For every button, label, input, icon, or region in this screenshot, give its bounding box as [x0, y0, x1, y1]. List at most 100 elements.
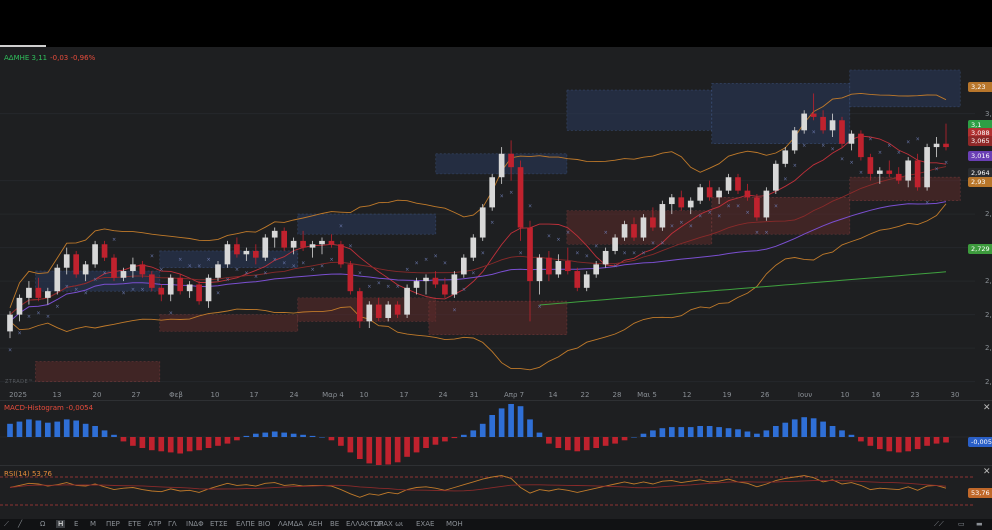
- close-macd-panel-icon[interactable]: ✕: [983, 403, 991, 413]
- toolbar-item[interactable]: ΙΝΔΦ: [186, 520, 204, 528]
- macd-bar: [205, 437, 212, 448]
- macd-bar: [839, 430, 845, 437]
- candle-body: [243, 250, 250, 255]
- sar-marker: ×: [131, 287, 135, 293]
- toolbar-item[interactable]: M: [90, 520, 97, 528]
- sar-marker: ×: [74, 287, 78, 293]
- macd-bar: [63, 419, 70, 437]
- sar-marker: ×: [509, 190, 513, 196]
- candle-body: [158, 287, 165, 295]
- panel-separator-macd[interactable]: [0, 400, 992, 401]
- toolbar-item[interactable]: ΒΙΟ: [258, 520, 271, 528]
- sar-marker: ×: [717, 213, 721, 219]
- candle-body: [300, 240, 306, 248]
- candle-body: [536, 257, 543, 282]
- candle-body: [546, 257, 552, 275]
- toolbar-item[interactable]: ΑΤΡ: [148, 520, 162, 528]
- sar-marker: ×: [348, 244, 352, 250]
- sar-marker: ×: [358, 270, 362, 276]
- sar-marker: ×: [604, 230, 608, 236]
- macd-bar: [848, 434, 855, 437]
- sar-marker: ×: [263, 270, 267, 276]
- macd-bar: [366, 437, 373, 464]
- sar-marker: ×: [831, 146, 835, 152]
- sar-marker: ×: [103, 270, 107, 276]
- macd-bar: [262, 432, 269, 437]
- candle-body: [697, 187, 704, 201]
- price-level-badge: 3,065: [968, 136, 992, 146]
- x-axis-label: 10: [359, 391, 369, 399]
- candle-body: [54, 267, 61, 292]
- macd-bar: [631, 437, 637, 438]
- toolbar-item[interactable]: ΛΑΜΔΑ: [278, 520, 304, 528]
- sar-marker: ×: [27, 314, 31, 320]
- macd-bar: [385, 437, 392, 465]
- sar-marker: ×: [65, 284, 69, 290]
- candle-body: [668, 197, 675, 205]
- zone-box: [566, 210, 713, 245]
- toolbar-item[interactable]: ΕΤΣΕ: [210, 520, 228, 528]
- panel-separator-rsi[interactable]: [0, 465, 992, 466]
- sar-marker: ×: [36, 311, 40, 317]
- zone-box: [35, 361, 161, 382]
- candle-body: [716, 190, 722, 198]
- macd-bar: [716, 427, 722, 437]
- candle-body: [186, 284, 193, 292]
- toolbar-item[interactable]: H: [56, 520, 66, 528]
- zone-box: [297, 213, 437, 235]
- candle-body: [924, 147, 930, 188]
- candle-body: [612, 237, 618, 251]
- top-blank-area: [0, 0, 992, 46]
- macd-bar: [564, 437, 571, 451]
- toolbar-item[interactable]: ΓΛ: [168, 520, 177, 528]
- toolbar-item[interactable]: ΠΕΡ: [106, 520, 120, 528]
- candle-body: [328, 240, 335, 245]
- drawing-tool-icon[interactable]: ⟋: [4, 520, 9, 528]
- candle-body: [442, 284, 448, 295]
- chart-type-icon[interactable]: ⟋⟋: [934, 520, 944, 528]
- toolbar-item[interactable]: ΠΑΧ ωι: [378, 520, 404, 528]
- macd-bar: [26, 419, 32, 437]
- sar-marker: ×: [339, 224, 343, 230]
- settings-icon[interactable]: ▬: [976, 520, 983, 528]
- toolbar-item[interactable]: ΜΟΗ: [446, 520, 463, 528]
- candle-body: [895, 173, 902, 181]
- line-tool-icon[interactable]: ╱: [18, 520, 23, 528]
- symbol-change: -0,03 -0,96%: [50, 54, 96, 62]
- candle-body: [101, 244, 108, 258]
- close-rsi-panel-icon[interactable]: ✕: [983, 467, 991, 477]
- sar-marker: ×: [273, 257, 277, 263]
- sar-marker: ×: [46, 314, 50, 320]
- toolbar-item[interactable]: ΕΛΛΑΚΤΩΡ: [346, 520, 384, 528]
- toolbar-item[interactable]: ΕΤΕ: [128, 520, 142, 528]
- toolbar-item[interactable]: ΕΛΠΕ: [236, 520, 255, 528]
- macd-bar: [404, 437, 410, 457]
- macd-bar: [924, 437, 930, 446]
- x-axis-label: 27: [131, 391, 141, 399]
- macd-bar: [338, 437, 344, 446]
- toolbar-item[interactable]: E: [74, 520, 79, 528]
- toolbar-item[interactable]: Ω: [40, 520, 46, 528]
- toolbar-item[interactable]: ΒΕ: [330, 520, 340, 528]
- macd-bar: [706, 426, 713, 437]
- macd-bar: [574, 437, 581, 452]
- macd-bar: [876, 437, 883, 450]
- candle-body: [706, 187, 713, 198]
- sar-marker: ×: [216, 291, 220, 297]
- candle-body: [167, 277, 174, 295]
- macd-bar: [905, 437, 912, 452]
- maximize-icon[interactable]: ▭: [958, 520, 965, 528]
- sar-marker: ×: [944, 160, 948, 166]
- toolbar-item[interactable]: ΑΕΗ: [308, 520, 323, 528]
- candle-body: [16, 297, 23, 315]
- macd-bar: [583, 437, 590, 451]
- candle-body: [130, 264, 136, 272]
- x-axis-label: 16: [871, 391, 881, 399]
- toolbar-item[interactable]: ΕΧΑΕ: [416, 520, 435, 528]
- macd-bar: [943, 437, 949, 443]
- zone-box: [566, 89, 713, 131]
- macd-bar: [423, 437, 429, 448]
- sar-marker: ×: [490, 220, 494, 226]
- candle-body: [44, 291, 51, 298]
